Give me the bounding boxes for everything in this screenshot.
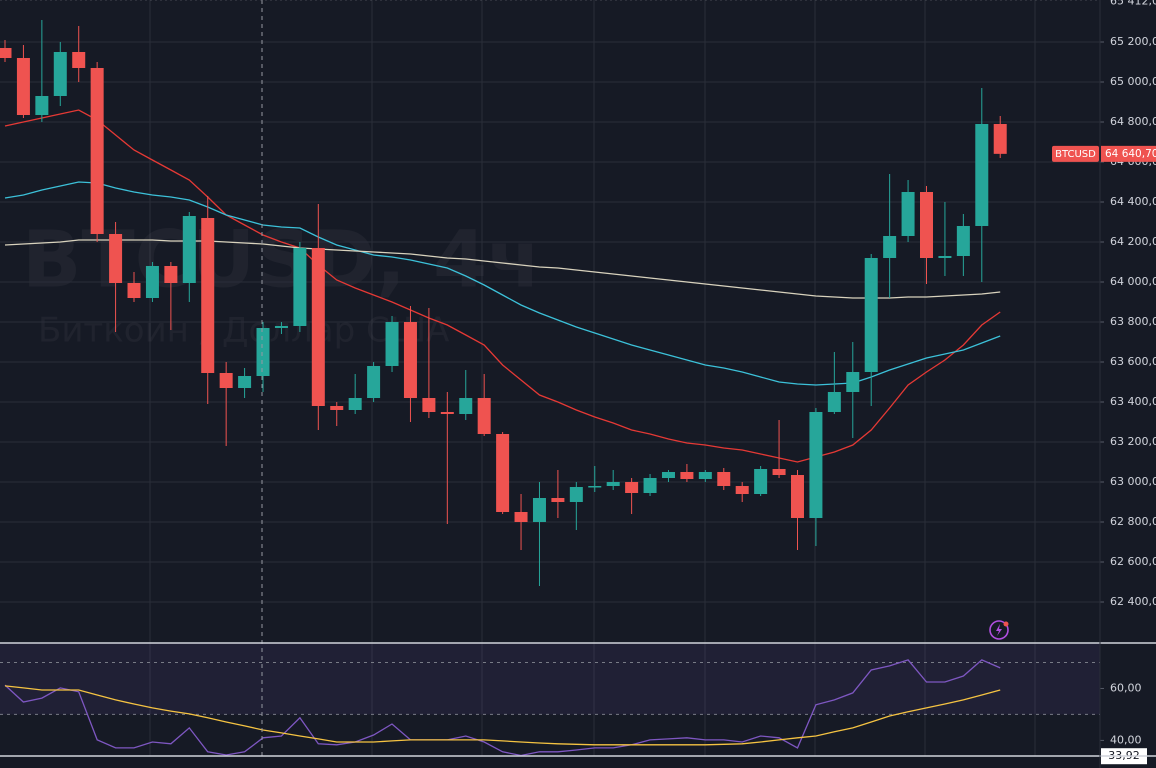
candle-body — [901, 192, 915, 236]
last-price-badge — [1101, 145, 1156, 162]
candle-body — [440, 412, 454, 414]
candle-body — [403, 322, 417, 398]
candle-body — [311, 248, 325, 406]
candle-body — [274, 326, 288, 328]
symbol-badge — [1052, 145, 1099, 162]
y-tick-label: 40,00 — [1110, 733, 1142, 746]
candle-body — [72, 52, 86, 68]
candle-body — [532, 498, 546, 522]
icon-circle — [989, 620, 1009, 640]
candle-body — [367, 366, 381, 398]
candle-body — [514, 512, 528, 522]
y-tick-label: 65 000,00 — [1110, 75, 1156, 88]
icon-bolt — [996, 624, 1002, 636]
candle-body — [772, 469, 786, 475]
candle-body — [238, 376, 252, 388]
y-tick-label: 64 000,00 — [1110, 275, 1156, 288]
symbol-label: BTCUSD — [1055, 149, 1096, 160]
candle-body — [127, 283, 141, 298]
y-tick-label: 63 600,00 — [1110, 355, 1156, 368]
candle-body — [201, 218, 215, 373]
candle-body — [109, 234, 123, 283]
candle-body — [256, 328, 270, 376]
y-tick-label: 62 800,00 — [1110, 515, 1156, 528]
candle-body — [827, 392, 841, 412]
candle-body — [459, 398, 473, 414]
y-tick-label: 63 200,00 — [1110, 435, 1156, 448]
candle-body — [661, 472, 675, 478]
candle-body — [883, 236, 897, 258]
candle-body — [920, 192, 933, 258]
candle-body — [956, 226, 970, 256]
y-tick-label: 64 800,00 — [1110, 115, 1156, 128]
y-tick-label: 60,00 — [1110, 681, 1142, 694]
candle-body — [53, 52, 67, 96]
line — [4, 109, 1001, 463]
y-tick-label: 65 200,00 — [1110, 35, 1156, 48]
candle-body — [993, 124, 1007, 154]
y-tick-label: 63 000,00 — [1110, 475, 1156, 488]
candle-body — [16, 58, 30, 115]
candle-body — [864, 258, 878, 372]
candle-body — [846, 372, 860, 392]
y-tick-label: 62 400,00 — [1110, 595, 1156, 608]
candle-body — [625, 482, 639, 493]
line — [4, 659, 1001, 757]
candle-body — [754, 469, 768, 494]
watermark: BTCUSD, 4ч — [22, 215, 541, 305]
candle-body — [569, 487, 583, 502]
alert-icon[interactable] — [989, 620, 1009, 640]
candle-body — [698, 472, 712, 479]
candle-body — [735, 486, 749, 494]
y-tick-label: 63 800,00 — [1110, 315, 1156, 328]
candle-body — [330, 406, 344, 410]
candle-body — [422, 398, 436, 412]
candle-body — [606, 482, 620, 486]
candle-body — [975, 124, 989, 226]
candle-body — [477, 398, 491, 434]
candle-body — [551, 498, 565, 502]
candle-body — [680, 472, 694, 479]
watermark-subtitle: Биткоин / Доллар США — [38, 311, 449, 351]
candle-body — [385, 322, 399, 366]
icon-dot — [1003, 621, 1009, 627]
candle-body — [348, 398, 362, 410]
candle-body — [145, 266, 159, 298]
candle-body — [293, 248, 307, 326]
line — [4, 239, 1001, 299]
candle-body — [164, 266, 178, 283]
candle-body — [588, 486, 602, 488]
candle-body — [219, 373, 233, 388]
price-marker-label: 65 412,00 — [1110, 0, 1156, 8]
line — [4, 685, 1001, 746]
y-tick-label: 63 400,00 — [1110, 395, 1156, 408]
candle-body — [0, 48, 12, 58]
candle-body — [790, 475, 804, 518]
candle-body — [717, 472, 731, 486]
y-tick-label: 64 400,00 — [1110, 195, 1156, 208]
last-price-label: 64 640,70 — [1105, 148, 1156, 160]
candle-body — [35, 96, 49, 115]
candle-body — [938, 256, 952, 258]
candle-body — [496, 434, 510, 512]
y-tick-label: 62 600,00 — [1110, 555, 1156, 568]
candle-body — [643, 478, 657, 493]
level-band — [0, 643, 1100, 715]
candle-body — [809, 412, 823, 518]
y-tick-label: 64 200,00 — [1110, 235, 1156, 248]
candle-body — [182, 216, 196, 283]
candle-body — [90, 68, 104, 234]
